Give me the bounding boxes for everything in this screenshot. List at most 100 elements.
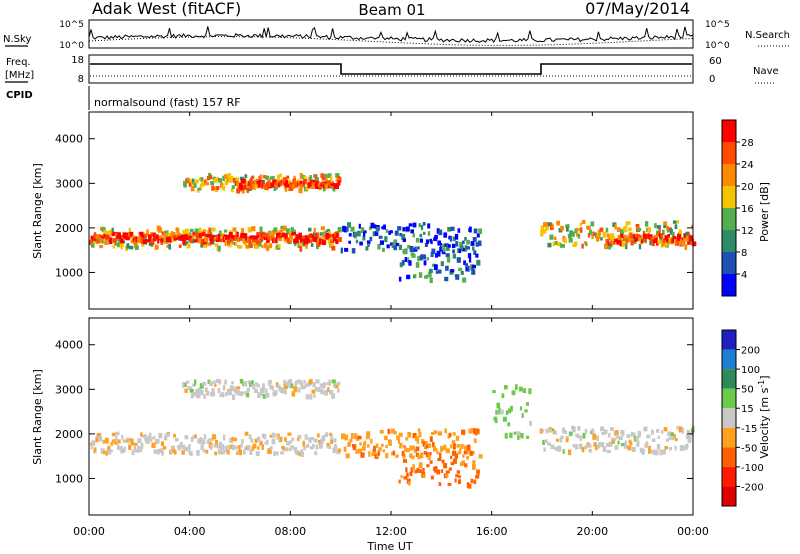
heatmap-cell: [325, 389, 328, 396]
colorbar-swatch: [722, 208, 736, 230]
heatmap-cell: [163, 436, 168, 441]
heatmap-cell: [620, 233, 623, 238]
heatmap-cell: [424, 243, 428, 247]
heatmap-cell: [220, 238, 223, 243]
heatmap-cell: [269, 384, 273, 390]
heatmap-cell: [185, 235, 188, 240]
heatmap-cell: [273, 179, 277, 185]
heatmap-cell: [254, 184, 258, 189]
heatmap-cell: [440, 261, 444, 267]
heatmap-cell: [193, 181, 197, 188]
heatmap-cell: [315, 177, 319, 181]
heatmap-cell: [501, 393, 505, 399]
heatmap-cell: [438, 431, 442, 436]
heatmap-cell: [663, 427, 668, 432]
heatmap-cell: [225, 234, 230, 241]
heatmap-cell: [161, 237, 164, 243]
heatmap-cell: [456, 444, 461, 448]
heatmap-cell: [143, 434, 147, 438]
heatmap-cell: [677, 237, 681, 242]
cpid-program: normalsound (fast) 157 RF: [94, 96, 241, 109]
heatmap-cell: [445, 243, 450, 247]
heatmap-cell: [466, 455, 470, 460]
heatmap-cell: [452, 236, 456, 242]
heatmap-cell: [543, 222, 546, 227]
heatmap-cell: [659, 449, 663, 456]
nsky-trace: [88, 26, 694, 44]
heatmap-cell: [400, 443, 403, 447]
heatmap-cell: [678, 426, 683, 433]
heatmap-cell: [175, 438, 179, 442]
heatmap-cell: [267, 448, 272, 454]
heatmap-cell: [148, 235, 152, 242]
heatmap-cell: [214, 383, 217, 388]
heatmap-cell: [327, 387, 330, 392]
heatmap-cell: [260, 185, 265, 189]
heatmap-cell: [308, 437, 312, 443]
heatmap-cell: [521, 413, 524, 418]
heatmap-cell: [213, 178, 218, 183]
heatmap-cell: [551, 223, 554, 229]
heatmap-cell: [332, 186, 336, 192]
heatmap-cell: [274, 389, 278, 396]
heatmap-cell: [202, 382, 207, 386]
heatmap-cell: [579, 227, 583, 233]
heatmap-cell: [419, 233, 423, 238]
heatmap-cell: [293, 386, 298, 393]
nsearch-trace: [88, 36, 694, 46]
heatmap-cell: [473, 228, 478, 234]
heatmap-cell: [303, 380, 306, 384]
heatmap-cell: [246, 387, 251, 392]
heatmap-cell: [545, 222, 550, 228]
heatmap-cell: [338, 237, 342, 242]
heatmap-cell: [565, 224, 570, 228]
heatmap-cell: [254, 438, 258, 443]
heatmap-cell: [194, 179, 199, 184]
heatmap-cell: [316, 242, 321, 247]
heatmap-cell: [600, 426, 605, 432]
velocity-colorbar-label-main: Velocity [m s: [758, 387, 771, 458]
heatmap-cell: [319, 232, 323, 236]
heatmap-cell: [688, 434, 692, 440]
heatmap-cell: [678, 229, 682, 234]
heatmap-cell: [182, 239, 186, 245]
heatmap-cell: [210, 181, 215, 186]
heatmap-cell: [374, 231, 379, 236]
heatmap-cell: [323, 382, 327, 387]
heatmap-cell: [304, 434, 308, 440]
heatmap-cell: [685, 434, 690, 440]
heatmap-cell: [195, 389, 200, 394]
heatmap-cell: [228, 389, 233, 396]
heatmap-cell: [340, 247, 343, 254]
heatmap-cell: [306, 443, 309, 449]
heatmap-cell: [423, 260, 427, 266]
heatmap-cell: [335, 173, 340, 178]
heatmap-cell: [378, 235, 383, 239]
colorbar-swatch: [722, 142, 736, 164]
heatmap-cell: [184, 382, 187, 387]
heatmap-cell: [146, 232, 149, 236]
heatmap-cell: [275, 185, 278, 190]
heatmap-cell: [150, 232, 154, 237]
heatmap-cell: [363, 232, 366, 237]
heatmap-cell: [246, 393, 250, 398]
heatmap-cell: [414, 436, 419, 442]
heatmap-cell: [664, 235, 668, 241]
heatmap-cell: [598, 233, 601, 239]
heatmap-cell: [660, 430, 664, 434]
heatmap-cell: [251, 237, 256, 243]
heatmap-cell: [227, 444, 231, 451]
nsearch-tick-bottom: 10^0: [705, 41, 730, 51]
heatmap-cell: [289, 233, 293, 240]
heatmap-cell: [567, 449, 572, 456]
heatmap-cell: [199, 383, 204, 389]
heatmap-cell: [369, 236, 373, 242]
heatmap-cell: [544, 439, 548, 444]
heatmap-cell: [470, 241, 475, 246]
heatmap-cell: [662, 238, 666, 243]
heatmap-cell: [298, 387, 301, 393]
y-tick-label: 2000: [55, 222, 83, 235]
heatmap-cell: [433, 264, 438, 271]
heatmap-cell: [656, 241, 659, 246]
heatmap-cell: [305, 243, 308, 249]
